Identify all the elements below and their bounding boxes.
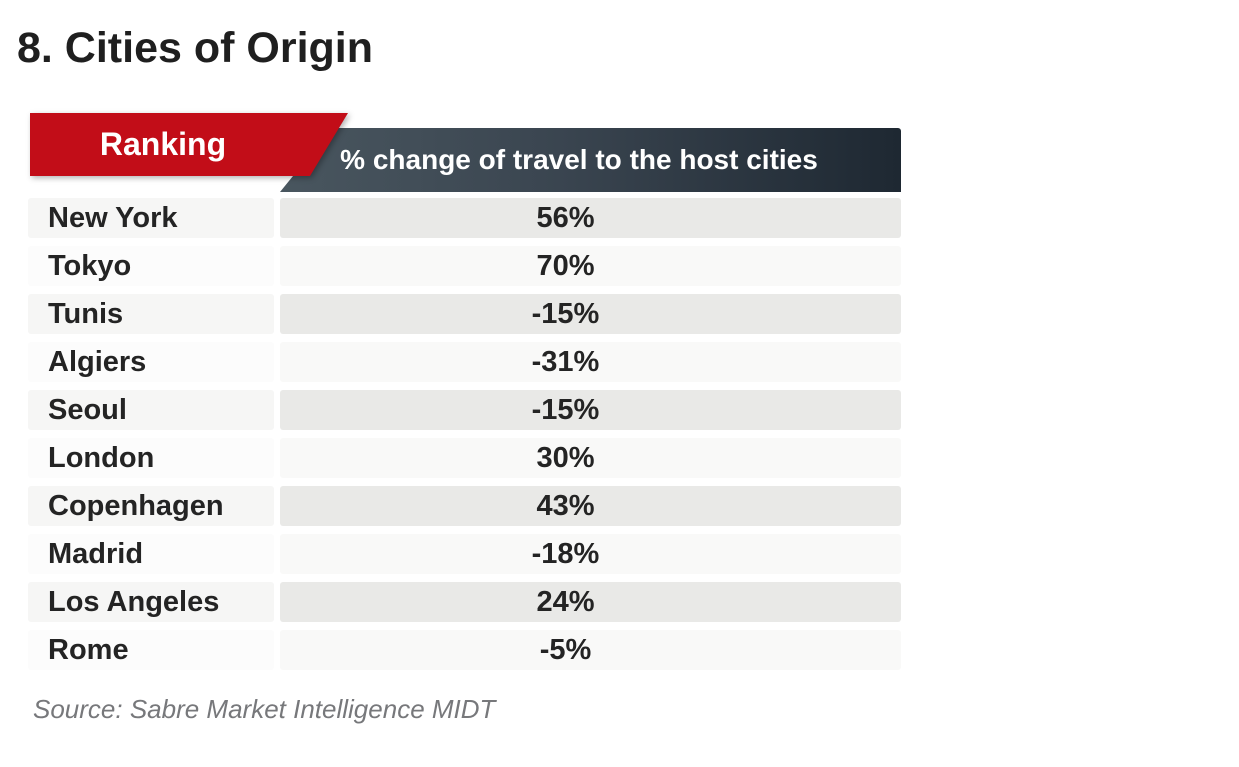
table-row: Los Angeles 24% — [28, 582, 901, 622]
table-row: Madrid -18% — [28, 534, 901, 574]
table-row: Seoul -15% — [28, 390, 901, 430]
value-column-header-label: % change of travel to the host cities — [340, 144, 818, 175]
value-cell: 24% — [280, 582, 901, 622]
city-cell: Tokyo — [28, 246, 274, 286]
city-cell: Copenhagen — [28, 486, 274, 526]
ranking-header-label: Ranking — [99, 126, 227, 162]
value-column-header: % change of travel to the host cities — [280, 128, 901, 192]
city-cell: Madrid — [28, 534, 274, 574]
city-cell: Tunis — [28, 294, 274, 334]
value-cell: -18% — [280, 534, 901, 574]
table-row: Algiers -31% — [28, 342, 901, 382]
city-cell: Seoul — [28, 390, 274, 430]
value-cell: 56% — [280, 198, 901, 238]
table-row: Copenhagen 43% — [28, 486, 901, 526]
city-cell: Los Angeles — [28, 582, 274, 622]
value-cell: -15% — [280, 390, 901, 430]
value-cell: 43% — [280, 486, 901, 526]
city-cell: New York — [28, 198, 274, 238]
page-title: 8. Cities of Origin — [17, 24, 373, 72]
city-cell: Algiers — [28, 342, 274, 382]
value-cell: -31% — [280, 342, 901, 382]
city-cell: Rome — [28, 630, 274, 670]
city-cell: London — [28, 438, 274, 478]
ranking-table-body: New York 56% Tokyo 70% Tunis -15% Algiers -31% S… — [28, 198, 901, 678]
table-row: New York 56% — [28, 198, 901, 238]
table-row: Rome -5% — [28, 630, 901, 670]
value-cell: 70% — [280, 246, 901, 286]
source-note: Source: Sabre Market Intelligence MIDT — [33, 694, 496, 724]
table-row: Tokyo 70% — [28, 246, 901, 286]
value-cell: -15% — [280, 294, 901, 334]
value-cell: -5% — [280, 630, 901, 670]
table-row: London 30% — [28, 438, 901, 478]
ranking-header-ribbon: Ranking — [30, 113, 348, 176]
table-row: Tunis -15% — [28, 294, 901, 334]
value-cell: 30% — [280, 438, 901, 478]
ranking-header-background: Ranking — [30, 113, 348, 176]
